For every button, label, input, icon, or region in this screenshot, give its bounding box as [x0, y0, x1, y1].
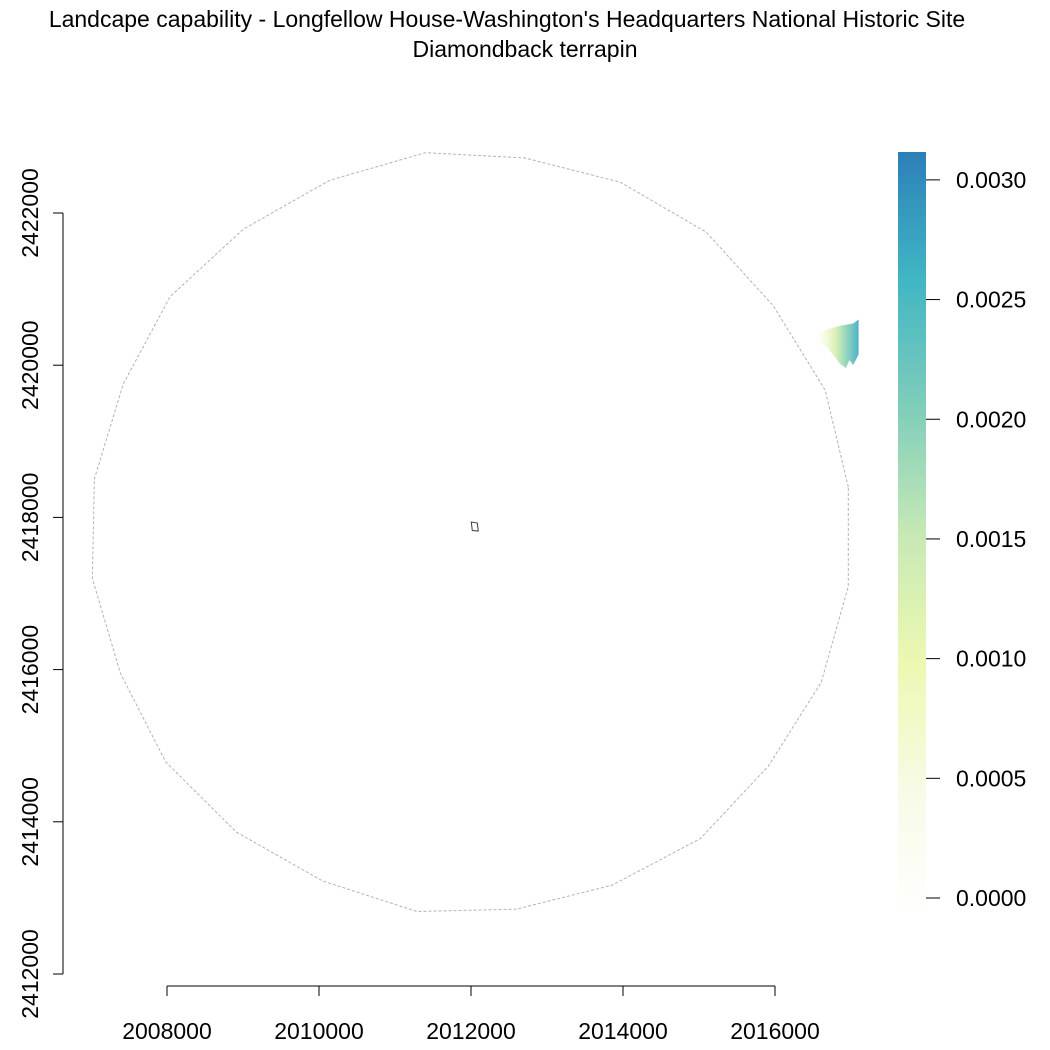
legend-tick-label: 0.0015: [956, 526, 1026, 552]
y-tick-label: 2422000: [17, 168, 43, 258]
legend-tick-label: 0.0030: [956, 167, 1026, 193]
y-tick-label: 2418000: [17, 473, 43, 563]
chart-subtitle: Diamondback terrapin: [412, 36, 638, 62]
x-tick-label: 2016000: [730, 1018, 820, 1044]
y-tick-label: 2414000: [17, 777, 43, 867]
chart-title: Landcape capability - Longfellow House-W…: [48, 6, 966, 32]
x-tick-label: 2008000: [122, 1018, 212, 1044]
y-tick-label: 2412000: [17, 929, 43, 1019]
x-tick-label: 2010000: [274, 1018, 364, 1044]
site-polygon-outline: [470, 521, 479, 532]
legend-tick-label: 0.0005: [956, 765, 1026, 791]
x-axis: 2008000 2010000 2012000 2014000 2016000: [122, 985, 820, 1044]
capability-raster-patch: [813, 319, 859, 368]
legend-colorbar: [898, 152, 926, 918]
legend-tick-label: 0.0020: [956, 406, 1026, 432]
legend-tick-label: 0.0025: [956, 287, 1026, 313]
buffer-circle-outline: [91, 152, 849, 913]
y-tick-label: 2416000: [17, 625, 43, 715]
y-axis: 2412000 2414000 2416000 2418000 2420000 24220…: [17, 168, 64, 1019]
buffer-circle: [91, 152, 849, 913]
y-tick-label: 2420000: [17, 320, 43, 410]
x-tick-label: 2014000: [578, 1018, 668, 1044]
capability-raster: [813, 319, 859, 368]
legend-tick-label: 0.0010: [956, 646, 1026, 672]
x-tick-label: 2012000: [426, 1018, 516, 1044]
site-polygon: [470, 521, 479, 532]
color-legend: 0.0000 0.0005 0.0010 0.0015 0.0020 0.0025 0.00…: [898, 152, 1026, 918]
legend-tick-label: 0.0000: [956, 885, 1026, 911]
